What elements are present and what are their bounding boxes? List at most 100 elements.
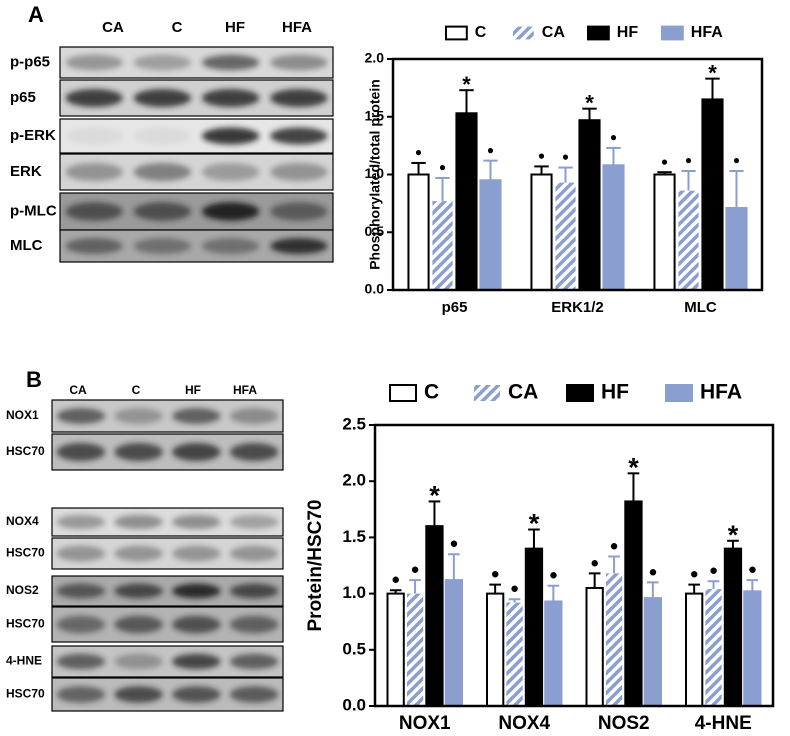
blot-band — [114, 653, 163, 670]
bar — [444, 579, 464, 707]
bar — [544, 600, 563, 708]
significance-marker: * — [728, 520, 739, 550]
significance-marker: ● — [748, 561, 757, 578]
bar — [432, 201, 453, 290]
lane-label: HFA — [282, 19, 312, 36]
blot-band — [56, 515, 106, 529]
legend-swatch — [474, 385, 500, 401]
bar — [701, 98, 724, 291]
blot-band — [114, 615, 163, 634]
bar — [578, 119, 601, 291]
bar — [524, 547, 544, 708]
blot-band — [56, 653, 106, 670]
blot-band — [133, 163, 192, 181]
significance-marker: * — [529, 509, 540, 539]
blot-band — [114, 583, 163, 599]
significance-marker: ● — [661, 154, 668, 168]
legend-label: HF — [617, 24, 639, 41]
blot-band — [270, 89, 328, 107]
blot-band — [56, 408, 106, 424]
y-tick-label: 1.5 — [342, 527, 366, 546]
panel-label: A — [28, 2, 44, 27]
blot-band — [65, 238, 123, 254]
y-tick-label: 0.5 — [365, 223, 385, 239]
blot-band — [133, 54, 192, 71]
blot-band — [270, 54, 328, 71]
lane-label: C — [172, 19, 183, 36]
bar — [684, 592, 704, 707]
significance-marker: ● — [648, 563, 657, 580]
blot-band — [65, 202, 123, 221]
blot-band — [56, 686, 106, 703]
bar — [743, 590, 762, 707]
legend-swatch — [661, 25, 684, 41]
blot-band — [65, 54, 123, 71]
lane-label: HFA — [233, 383, 257, 397]
bar — [653, 173, 676, 291]
lane-label: HF — [185, 383, 201, 397]
blot-band — [133, 238, 192, 254]
bar — [407, 173, 430, 291]
significance-marker: ● — [538, 149, 545, 163]
bar — [455, 112, 478, 291]
plot-frame — [391, 57, 764, 292]
blot-band — [65, 127, 123, 145]
blot-band — [114, 408, 163, 424]
row-label: MLC — [10, 237, 43, 254]
legend-swatch — [566, 384, 594, 402]
legend-swatch — [389, 384, 417, 402]
legend-swatch — [665, 384, 693, 402]
bar — [485, 592, 505, 707]
blot-band — [229, 443, 279, 461]
bar — [605, 573, 623, 706]
legend-label: CA — [542, 24, 566, 41]
x-tick-label: ERK1/2 — [551, 299, 604, 316]
bar — [555, 182, 576, 290]
significance-marker: ● — [590, 554, 599, 571]
panel-label: B — [26, 367, 42, 392]
y-tick-label: 0.0 — [342, 695, 366, 714]
legend-label: HF — [601, 381, 629, 404]
blot-band — [229, 515, 279, 529]
significance-marker: ● — [491, 566, 500, 583]
significance-marker: ● — [391, 571, 400, 588]
row-label: NOS2 — [6, 583, 39, 597]
lane-label: CA — [102, 19, 124, 36]
blot-band — [114, 443, 163, 461]
blot-band — [56, 583, 106, 599]
blot-band — [65, 163, 123, 181]
blot-band — [114, 515, 163, 529]
bar — [723, 547, 743, 708]
significance-marker: ● — [685, 153, 692, 167]
blot-band — [114, 545, 163, 562]
bar — [530, 173, 553, 291]
y-tick-label: 0.0 — [365, 281, 385, 297]
row-label: HSC70 — [6, 687, 45, 701]
y-tick-label: 1.0 — [365, 165, 385, 181]
significance-marker: ● — [690, 566, 699, 583]
x-tick-label: NOS2 — [598, 713, 650, 734]
significance-marker: ● — [487, 143, 494, 157]
bar — [705, 589, 722, 706]
y-tick-label: 2.5 — [342, 414, 366, 433]
legend-label: HFA — [691, 24, 723, 41]
significance-marker: ● — [610, 537, 619, 554]
row-label: NOX4 — [6, 514, 39, 528]
blot-band — [56, 615, 106, 634]
significance-marker: ● — [610, 130, 617, 144]
blot-band — [229, 545, 279, 562]
bar — [425, 525, 444, 707]
significance-marker: ● — [411, 561, 420, 578]
blot-band — [201, 238, 260, 254]
significance-marker: ● — [449, 535, 458, 552]
blot-band — [229, 686, 279, 703]
lane-label: CA — [69, 383, 87, 397]
blot-band — [172, 515, 221, 529]
legend-swatch — [513, 26, 534, 40]
bar — [406, 593, 424, 706]
blot-band — [56, 443, 106, 461]
bar — [678, 190, 699, 290]
significance-marker: * — [708, 60, 717, 85]
significance-marker: ● — [733, 153, 740, 167]
